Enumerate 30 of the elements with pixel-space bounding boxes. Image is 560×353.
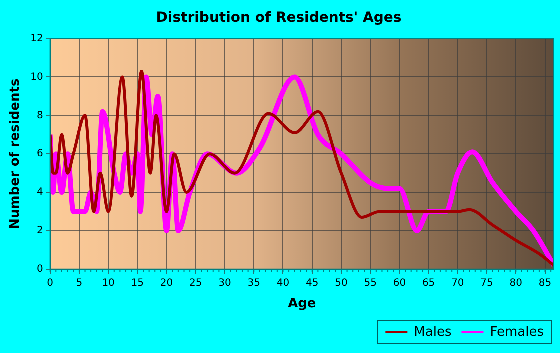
x-tick-label: 30 [218,278,232,289]
x-tick-label: 5 [76,278,83,289]
y-axis-title: Number of residents [8,78,24,230]
x-tick-label: 40 [276,278,290,289]
x-tick-label: 55 [364,278,377,289]
x-tick-label: 15 [131,278,144,289]
x-tick-label: 70 [452,278,464,289]
x-tick-label: 85 [538,278,552,289]
x-tick-label: 50 [335,278,348,289]
x-tick-label: 10 [102,278,115,289]
chart-title: Distribution of Residents' Ages [156,10,402,26]
x-tick-label: 80 [510,278,523,289]
y-tick-label: 6 [36,148,44,160]
x-tick-label: 75 [480,278,494,289]
y-tick-label: 0 [36,264,44,275]
y-tick-label: 10 [30,72,44,83]
x-tick-label: 65 [422,278,436,289]
y-tick-label: 12 [30,33,44,44]
y-tick-label: 2 [36,226,44,237]
x-tick-label: 45 [306,278,319,289]
x-tick-label: 60 [393,278,406,289]
x-tick-label: 0 [47,278,54,289]
x-axis-title: Age [288,296,316,312]
x-tick-label: 35 [248,278,260,289]
x-tick-label: 20 [160,278,174,289]
y-tick-label: 8 [36,110,44,122]
x-tick-label: 25 [190,278,202,289]
legend-label: Males [414,324,452,340]
legend-label: Females [490,324,544,340]
y-tick-label: 4 [36,187,44,198]
